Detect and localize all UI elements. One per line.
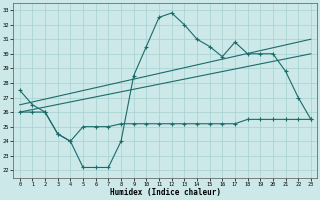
X-axis label: Humidex (Indice chaleur): Humidex (Indice chaleur) <box>110 188 221 197</box>
